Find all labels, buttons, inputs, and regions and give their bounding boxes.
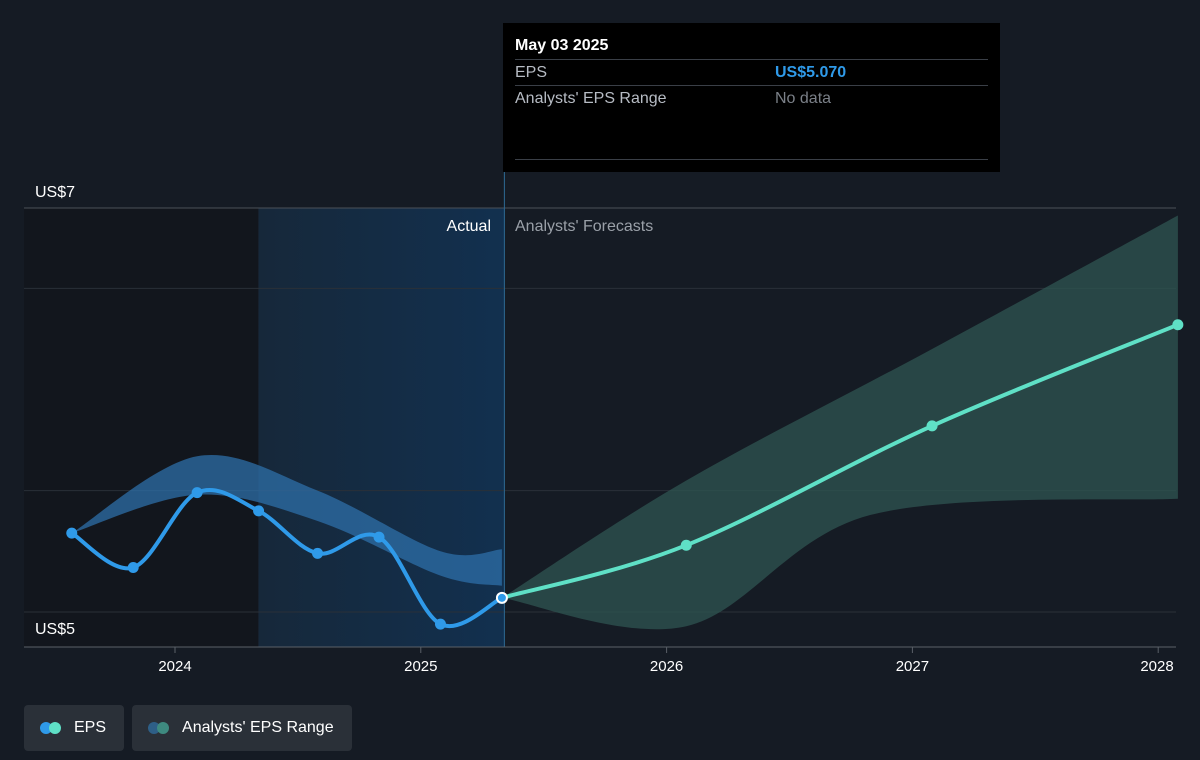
x-axis-ticks: 2024 2025 2026 2027 2028 [158,647,1174,675]
section-label-forecast: Analysts' Forecasts [515,218,653,235]
eps-point [191,487,203,499]
tooltip: May 03 2025 EPS US$5.070 Analysts' EPS R… [503,23,1000,172]
eps-point [926,420,938,432]
x-tick-label: 2027 [896,658,929,675]
x-tick-label: 2028 [1140,658,1173,675]
tooltip-range-label: Analysts' EPS Range [515,89,667,107]
eps-point-current-inner [497,593,506,602]
legend: EPS Analysts' EPS Range [24,705,352,751]
tooltip-row-range: Analysts' EPS Range No data [515,85,988,111]
eps-point [312,547,324,559]
x-tick-label: 2026 [650,658,683,675]
eps-line [499,322,1180,600]
tooltip-row-eps: EPS US$5.070 [515,59,988,85]
legend-range-label: Analysts' EPS Range [182,719,334,736]
legend-item-eps[interactable]: EPS [24,705,125,751]
eps-point [680,539,692,551]
eps-legend-icon [40,722,64,734]
x-tick-label: 2025 [404,658,437,675]
eps-point [253,505,265,517]
eps-point [373,531,385,543]
eps-point [434,618,446,630]
tooltip-eps-label: EPS [515,63,548,81]
section-label-actual: Actual [447,218,491,235]
y-label-bottom: US$5 [35,621,75,638]
legend-item-range[interactable]: Analysts' EPS Range [132,705,352,751]
eps-point [66,527,78,539]
actual-region-dark [24,208,258,647]
eps-point [1172,319,1184,331]
tooltip-date: May 03 2025 [515,37,609,54]
range-legend-icon [148,722,172,734]
tooltip-divider [515,159,988,160]
x-tick-label: 2024 [158,658,191,675]
legend-eps-label: EPS [74,719,107,736]
y-label-top: US$7 [35,184,75,201]
eps-points [66,319,1184,630]
eps-line [69,487,504,629]
tooltip-range-value: No data [775,89,832,107]
eps-range-area [501,215,1178,630]
eps-lines [69,322,1180,629]
eps-point [127,561,139,573]
tooltip-eps-value: US$5.070 [775,63,847,81]
